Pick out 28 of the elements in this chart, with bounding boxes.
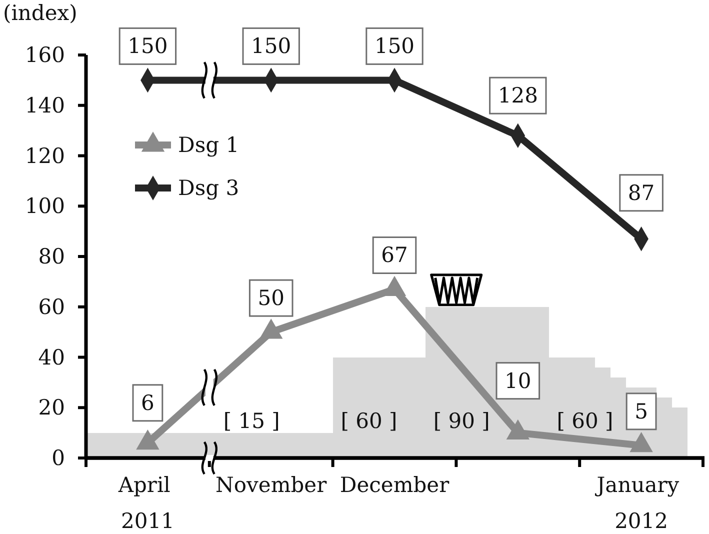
x-tick-label: January 2012 (594, 473, 686, 533)
x-tick-label: November (216, 473, 328, 497)
y-tick-label: 140 (24, 93, 65, 118)
annotation: [ 60 ] (556, 409, 614, 433)
data-label: 50 (258, 286, 284, 310)
data-label: 5 (634, 399, 648, 424)
data-label: 150 (128, 34, 168, 58)
y-tick-label: 80 (38, 244, 65, 268)
data-label: 128 (498, 84, 538, 108)
x-tick-label: December (340, 473, 450, 497)
y-tick-label: 20 (38, 396, 65, 420)
y-tick-label: 40 (38, 345, 65, 370)
data-label: 150 (374, 34, 415, 58)
y-tick-label: 0 (52, 446, 65, 470)
annotation: [ 15 ] (223, 409, 280, 433)
legend-label: Dsg 3 (178, 176, 240, 200)
y-tick-label: 160 (24, 43, 65, 67)
x-tick-label: April 2011 (117, 473, 178, 533)
data-label: 87 (628, 180, 655, 205)
data-label: 6 (141, 390, 154, 415)
y-tick-label: 60 (38, 294, 65, 319)
legend-label: Dsg 1 (178, 133, 240, 157)
y-tick-label: 120 (24, 144, 65, 168)
y-tick-label: 100 (24, 194, 65, 218)
y-axis-title: (index) (3, 1, 78, 25)
data-label: 150 (251, 34, 292, 58)
data-label: 67 (381, 243, 408, 268)
annotation: [ 60 ] (340, 409, 398, 433)
